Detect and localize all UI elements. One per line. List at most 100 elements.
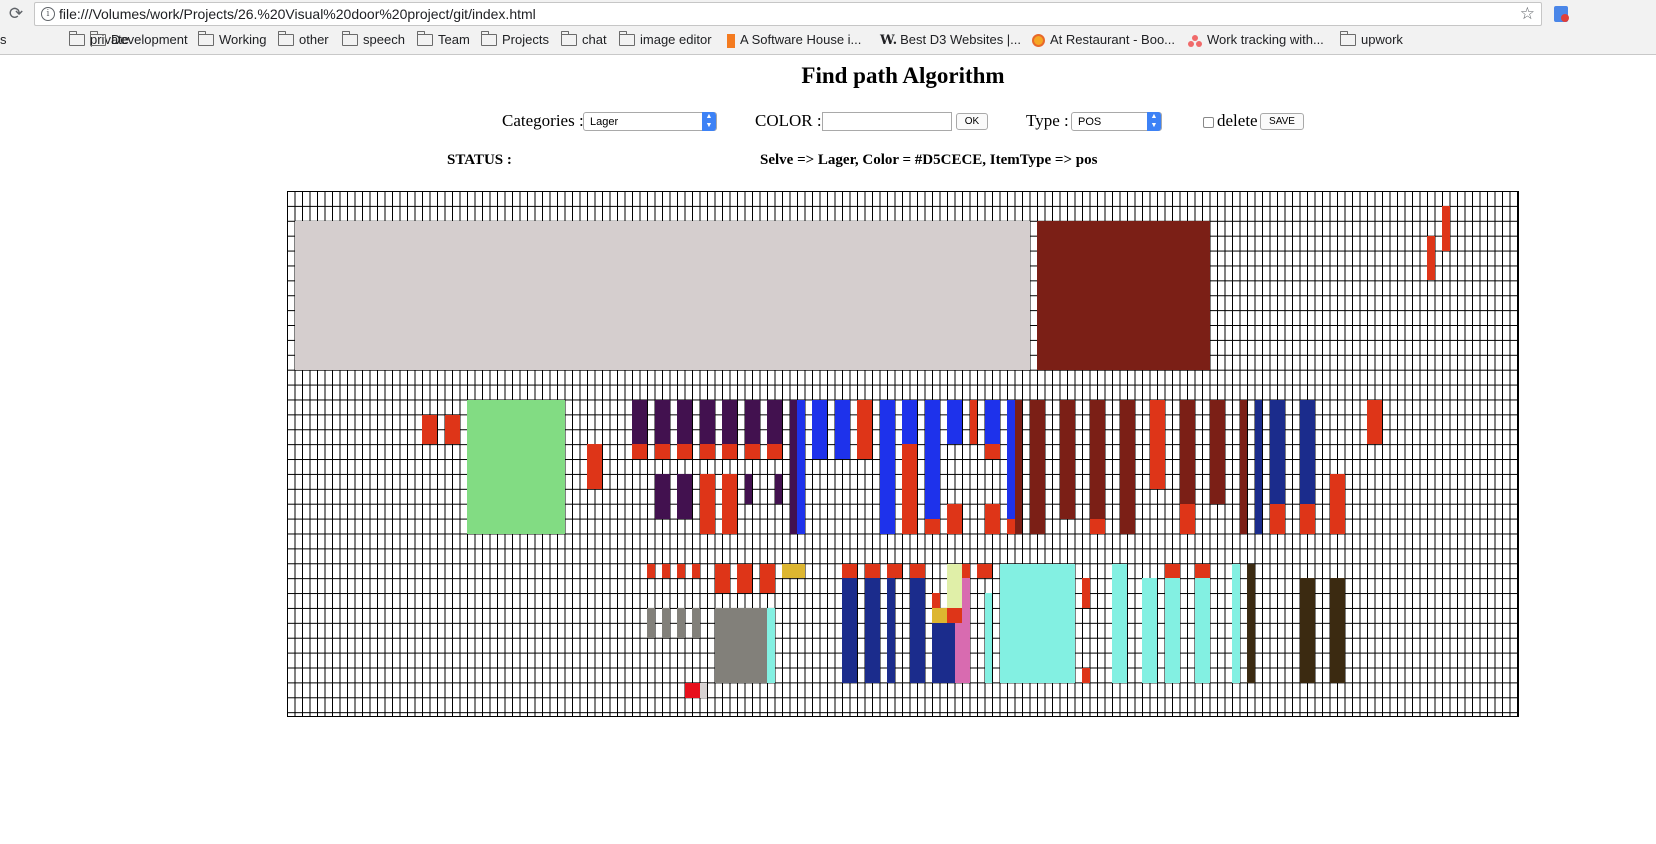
shelf-block[interactable] bbox=[947, 503, 962, 534]
shelf-block[interactable] bbox=[1149, 399, 1165, 489]
shelf-block[interactable] bbox=[722, 444, 737, 460]
shelf-block[interactable] bbox=[1082, 667, 1090, 683]
shelf-block[interactable] bbox=[744, 444, 760, 460]
shelf-block[interactable] bbox=[767, 444, 782, 460]
shelf-block[interactable] bbox=[737, 563, 752, 594]
shelf-block[interactable] bbox=[887, 578, 895, 683]
categories-select[interactable]: Lager ▲ ▼ bbox=[583, 112, 717, 131]
shelf-block[interactable] bbox=[677, 608, 685, 638]
shelf-block[interactable] bbox=[692, 608, 700, 638]
shelf-grid[interactable] bbox=[287, 191, 1519, 717]
reload-icon[interactable]: ⟳ bbox=[8, 4, 24, 23]
bookmark-item[interactable]: private bbox=[69, 30, 129, 49]
delete-checkbox[interactable] bbox=[1203, 117, 1214, 128]
shelf-block[interactable] bbox=[924, 399, 940, 519]
bookmark-item[interactable]: chat bbox=[561, 30, 607, 49]
shelf-block[interactable] bbox=[1299, 578, 1315, 683]
shelf-block[interactable] bbox=[647, 563, 655, 579]
shelf-block[interactable] bbox=[677, 399, 692, 445]
shelf-block[interactable] bbox=[1329, 578, 1345, 683]
shelf-block[interactable] bbox=[1142, 578, 1157, 683]
shelf-block[interactable] bbox=[954, 623, 962, 683]
shelf-block[interactable] bbox=[969, 399, 977, 445]
shelf-block[interactable] bbox=[587, 444, 602, 489]
shelf-block[interactable] bbox=[962, 578, 970, 683]
shelf-block[interactable] bbox=[1194, 578, 1210, 683]
shelf-block[interactable] bbox=[909, 578, 925, 683]
bookmark-item[interactable]: Projects bbox=[481, 30, 549, 49]
shelf-block[interactable] bbox=[1232, 563, 1240, 683]
shelf-block[interactable] bbox=[1164, 578, 1180, 683]
shelf-block[interactable] bbox=[699, 474, 715, 534]
shelf-block[interactable] bbox=[744, 474, 752, 504]
shelf-block[interactable] bbox=[932, 593, 940, 609]
shelf-block[interactable] bbox=[977, 563, 992, 579]
shelf-block[interactable] bbox=[662, 563, 670, 579]
bookmark-item[interactable]: image editor bbox=[619, 30, 712, 49]
shelf-block[interactable] bbox=[1029, 399, 1045, 534]
info-icon[interactable]: i bbox=[41, 7, 55, 21]
bookmark-item[interactable]: s bbox=[0, 31, 7, 49]
save-button[interactable]: SAVE bbox=[1260, 113, 1304, 130]
shelf-block[interactable] bbox=[947, 563, 962, 609]
shelf-block[interactable] bbox=[684, 682, 700, 698]
shelf-block[interactable] bbox=[422, 414, 437, 445]
bookmark-item[interactable]: Working bbox=[198, 30, 266, 49]
bookmark-item[interactable]: Development bbox=[90, 30, 188, 49]
shelf-block[interactable] bbox=[1427, 235, 1435, 281]
shelf-block[interactable] bbox=[1254, 399, 1262, 534]
shelf-block[interactable] bbox=[924, 518, 940, 534]
shelf-block[interactable] bbox=[909, 563, 925, 579]
shelf-block[interactable] bbox=[699, 444, 715, 460]
shelf-block[interactable] bbox=[1059, 399, 1075, 519]
shelf-block[interactable] bbox=[834, 399, 850, 460]
shelf-block[interactable] bbox=[1112, 563, 1127, 683]
bookmark-item[interactable]: At Restaurant - Boo... bbox=[1032, 31, 1175, 49]
shelf-block[interactable] bbox=[692, 563, 700, 579]
bookmark-item[interactable]: upwork bbox=[1340, 30, 1403, 49]
shelf-block[interactable] bbox=[984, 503, 1000, 534]
shelf-block[interactable] bbox=[662, 608, 670, 638]
shelf-block[interactable] bbox=[444, 414, 460, 445]
shelf-block[interactable] bbox=[1442, 205, 1450, 251]
bookmark-item[interactable]: A Software House i... bbox=[727, 31, 861, 49]
shelf-block[interactable] bbox=[714, 563, 730, 594]
address-bar[interactable]: i file:///Volumes/work/Projects/26.%20Vi… bbox=[34, 2, 1542, 26]
shelf-block[interactable] bbox=[842, 578, 857, 683]
bookmark-item[interactable]: Work tracking with... bbox=[1188, 31, 1324, 49]
shelf-block[interactable] bbox=[1194, 563, 1210, 579]
shelf-block[interactable] bbox=[1037, 220, 1210, 370]
shelf-block[interactable] bbox=[1164, 563, 1180, 579]
shelf-block[interactable] bbox=[1119, 399, 1135, 534]
shelf-block[interactable] bbox=[797, 399, 805, 534]
shelf-block[interactable] bbox=[984, 399, 1000, 445]
shelf-block[interactable] bbox=[1367, 399, 1382, 445]
shelf-block[interactable] bbox=[947, 399, 962, 445]
shelf-block[interactable] bbox=[857, 399, 872, 460]
shelf-block[interactable] bbox=[812, 399, 827, 460]
shelf-block[interactable] bbox=[759, 563, 775, 594]
shelf-block[interactable] bbox=[999, 563, 1075, 683]
type-select[interactable]: POS ▲ ▼ bbox=[1071, 112, 1162, 131]
shelf-block[interactable] bbox=[714, 608, 767, 683]
bookmark-item[interactable]: W. Best D3 Websites |... bbox=[880, 31, 1021, 49]
shelf-block[interactable] bbox=[1089, 518, 1105, 534]
shelf-block[interactable] bbox=[984, 593, 992, 683]
shelf-block[interactable] bbox=[1299, 399, 1315, 504]
shelf-block[interactable] bbox=[1269, 503, 1285, 534]
shelf-block[interactable] bbox=[677, 474, 692, 519]
shelf-block[interactable] bbox=[864, 578, 880, 683]
shelf-block[interactable] bbox=[744, 399, 760, 445]
shelf-block[interactable] bbox=[647, 608, 655, 638]
shelf-block[interactable] bbox=[1014, 399, 1022, 534]
shelf-block[interactable] bbox=[1179, 399, 1195, 504]
shelf-block[interactable] bbox=[902, 399, 917, 445]
shelf-block[interactable] bbox=[1239, 399, 1247, 534]
shelf-block[interactable] bbox=[774, 474, 782, 504]
shelf-block[interactable] bbox=[722, 474, 737, 534]
shelf-block[interactable] bbox=[932, 623, 947, 683]
shelf-block[interactable] bbox=[932, 608, 947, 624]
star-icon[interactable]: ☆ bbox=[1519, 4, 1535, 23]
shelf-block[interactable] bbox=[767, 399, 782, 445]
shelf-block[interactable] bbox=[767, 608, 775, 683]
